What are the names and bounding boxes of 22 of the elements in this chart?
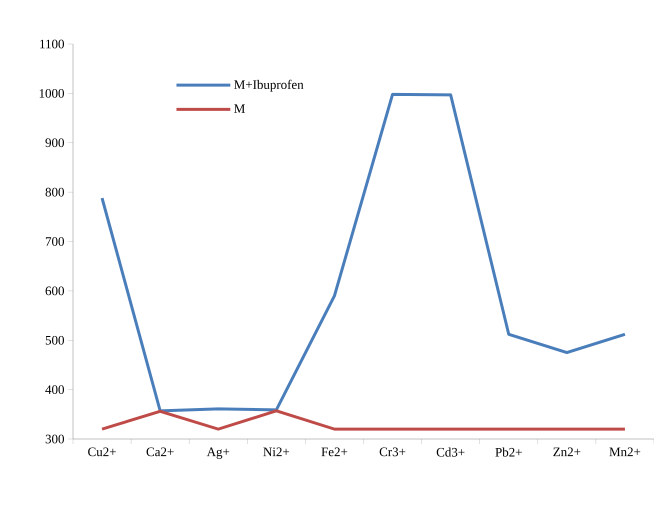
y-tick-label: 300 xyxy=(46,434,64,444)
legend-label: M xyxy=(234,104,245,113)
x-tick-label: Mn2+ xyxy=(609,448,640,456)
x-tick-label: Cu2+ xyxy=(88,448,116,456)
x-tick-label: Cd3+ xyxy=(436,448,464,457)
x-tick-label: Zn2+ xyxy=(553,448,580,456)
legend-label: M+Ibuprofen xyxy=(234,80,304,92)
y-tick-label: 600 xyxy=(46,286,64,296)
y-tick-label: 500 xyxy=(46,336,64,345)
x-tick-label: Cr3+ xyxy=(380,448,406,456)
y-tick-label: 800 xyxy=(46,188,64,196)
x-tick-label: Ni2+ xyxy=(263,448,290,456)
y-tick-label: 1000 xyxy=(40,89,64,98)
y-tick-label: 400 xyxy=(45,385,64,394)
x-tick-label: Pb2+ xyxy=(495,448,522,457)
y-tick-label: 900 xyxy=(45,138,64,148)
x-tick-label: Ca2+ xyxy=(146,448,174,456)
x-tick-label: Ag+ xyxy=(206,448,230,459)
x-tick-label: Fe2+ xyxy=(321,448,348,456)
y-tick-label: 700 xyxy=(46,237,64,246)
line-series xyxy=(100,92,626,412)
y-tick-label: 1100 xyxy=(40,40,64,48)
